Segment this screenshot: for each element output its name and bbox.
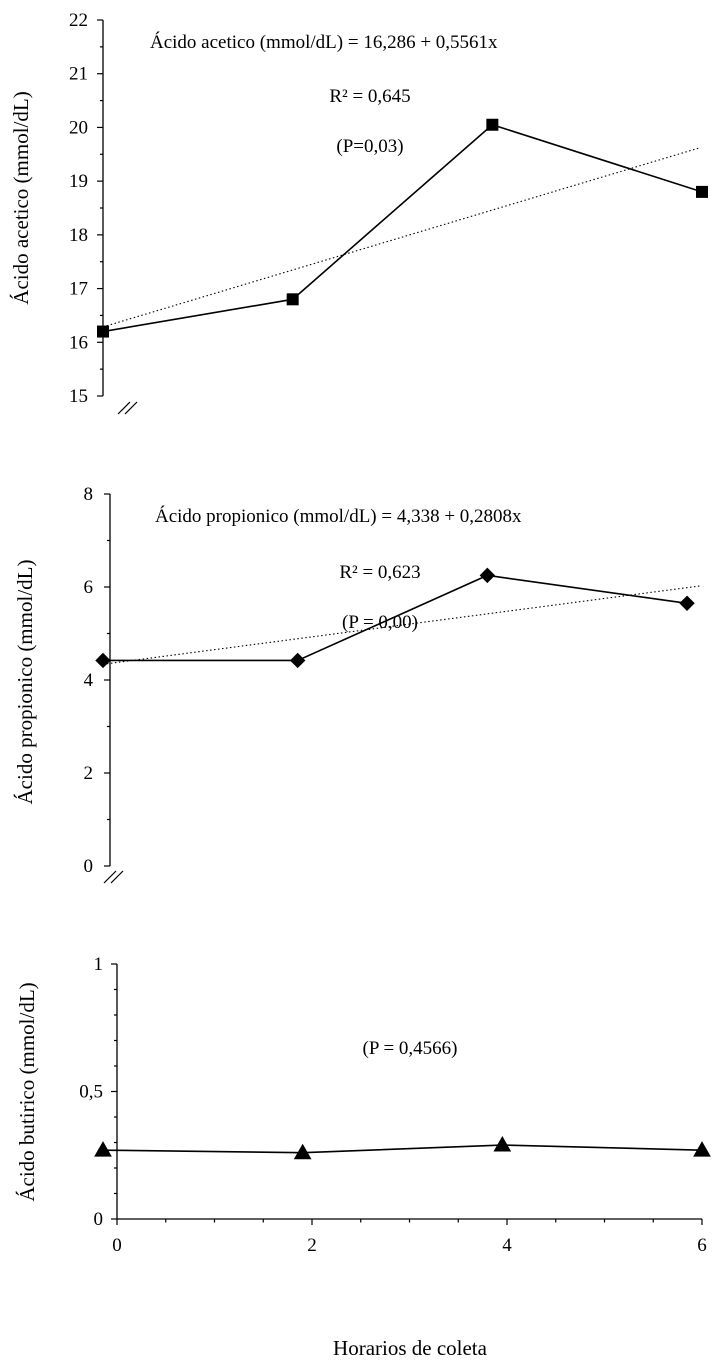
acetic-y-tick-label: 22 [69,10,88,31]
butyric-y-axis-title: Ácido butirico (mmol/dL) [15,982,39,1201]
acetic-y-tick-label: 21 [69,64,88,85]
butyric-x-tick-label: 4 [502,1235,512,1256]
propionic-data-point [679,595,695,611]
propionic-annotation: R² = 0,623 [339,562,420,583]
propionic-trendline [102,585,701,665]
acetic-annotation: R² = 0,645 [329,86,410,107]
acetic-trendline [102,147,701,328]
acetic-y-tick-label: 16 [69,332,88,353]
butyric-data-point [493,1136,512,1152]
butyric-y-tick-label: 0 [94,1209,104,1230]
butyric-series-line [102,1144,703,1154]
acetic-y-tick-label: 18 [69,225,88,246]
acetic-panel: 15 16 17 18 19 20 21 22 Ácido acetico (mmol/dL) Á… [9,10,708,415]
butyric-annotation: (P = 0,4566) [363,1038,458,1059]
propionic-data-point [479,567,496,584]
propionic-annotation: (P = 0,00) [342,612,418,633]
propionic-y-axis-title: Ácido propionico (mmol/dL) [13,560,37,805]
acetic-y-tick-label: 20 [69,117,88,138]
acetic-annotation: Ácido acetico (mmol/dL) = 16,286 + 0,556… [150,31,498,53]
acetic-series-line [102,123,703,333]
acetic-y-tick-label: 19 [69,171,88,192]
propionic-data-point [289,652,306,669]
acetic-y-axis-title: Ácido acetico (mmol/dL) [9,91,33,304]
propionic-y-tick-label: 8 [84,484,94,505]
acetic-data-point [486,118,499,131]
butyric-data-point [94,1141,112,1157]
acetic-axis-break-mark [124,401,138,415]
butyric-y-tick-label: 1 [94,954,104,975]
propionic-axis-break-mark [110,870,124,884]
butyric-y-tick-label: 0,5 [79,1082,103,1103]
butyric-x-tick-label: 0 [112,1235,122,1256]
propionic-data-point [95,652,111,669]
acetic-data-point [696,185,708,198]
butyric-data-point [293,1143,312,1160]
butyric-data-point [693,1141,711,1157]
propionic-annotation: Ácido propionico (mmol/dL) = 4,338 + 0,2… [155,505,522,527]
propionic-series-line [103,574,688,662]
propionic-panel: 0 2 4 6 8 Ácido propionico (mmol/dL) Ácido pro… [13,484,701,884]
butyric-x-axis-title: Horarios de coleta [333,1336,488,1360]
butyric-panel: 0 0,5 1 Ácido butirico (mmol/dL) (P = 0,4566… [15,954,711,1360]
acetic-data-point [97,325,109,338]
acetic-data-point [286,293,299,306]
propionic-axis-break-mark [103,870,117,884]
butyric-x-tick-label: 2 [307,1235,317,1256]
propionic-y-tick-label: 0 [84,856,94,877]
acetic-y-tick-label: 17 [69,279,88,300]
propionic-y-tick-label: 6 [84,577,94,598]
acetic-axis-break-mark [117,401,131,415]
acetic-y-tick-label: 15 [69,386,88,407]
propionic-y-tick-label: 2 [84,763,94,784]
acetic-annotation: (P=0,03) [336,136,403,157]
butyric-x-tick-label: 6 [697,1235,707,1256]
propionic-y-tick-label: 4 [84,670,94,691]
